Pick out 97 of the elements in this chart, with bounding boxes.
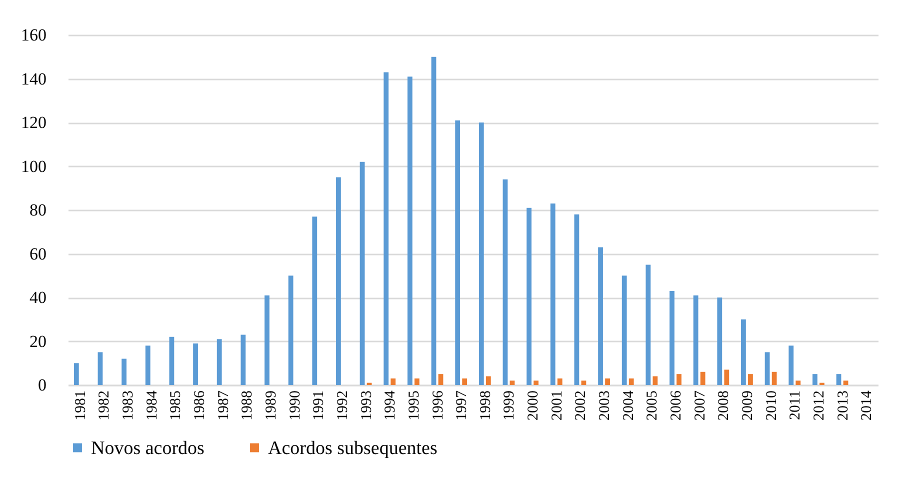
y-tick-label: 60	[30, 244, 46, 264]
bar	[581, 380, 586, 385]
x-tick-label: 2013	[835, 390, 852, 420]
x-tick-label: 1993	[358, 390, 375, 420]
x-tick-label: 2004	[620, 390, 637, 420]
x-tick-label: 1986	[192, 390, 208, 420]
x-tick-label: 1985	[168, 390, 184, 420]
x-tick-label: 1983	[120, 390, 137, 420]
bar	[748, 374, 753, 385]
bar	[169, 336, 174, 385]
bar	[336, 177, 341, 385]
bar	[526, 208, 532, 385]
x-tick-label: 1997	[454, 390, 470, 420]
bar	[652, 376, 658, 385]
bar	[550, 203, 556, 385]
bar	[788, 346, 794, 385]
bar	[510, 380, 515, 385]
x-tick-label: 1996	[430, 390, 446, 420]
legend-label: Acordos subsequentes	[268, 438, 438, 459]
y-tick-label: 160	[21, 26, 46, 44]
bar	[724, 370, 730, 385]
bar	[502, 179, 508, 385]
bar	[431, 56, 436, 385]
bar	[486, 376, 491, 385]
x-tick-label: 2012	[811, 390, 828, 420]
bar	[557, 378, 562, 385]
bar	[693, 295, 698, 385]
bar	[455, 120, 460, 385]
x-tick-label: 2003	[597, 390, 614, 420]
bar	[628, 378, 634, 385]
bar	[390, 378, 396, 385]
y-tick-label: 20	[30, 332, 46, 351]
bar	[534, 380, 539, 385]
bar	[288, 276, 294, 385]
bar	[796, 380, 801, 385]
bar	[605, 378, 610, 385]
bar	[646, 264, 651, 385]
bar	[240, 334, 246, 385]
y-tick-label: 100	[21, 156, 46, 176]
bar	[622, 276, 627, 385]
bar	[772, 372, 777, 385]
bar	[717, 298, 722, 385]
x-tick-label: 1981	[72, 390, 89, 420]
x-tick-label: 2000	[526, 390, 542, 420]
x-tick-label: 2002	[573, 390, 590, 420]
bar	[384, 72, 389, 385]
bar	[74, 363, 79, 385]
x-tick-label: 2007	[692, 390, 708, 420]
x-tick-label: 2001	[549, 390, 566, 420]
bar	[407, 76, 412, 385]
x-tick-label: 2010	[764, 390, 780, 420]
x-tick-label: 1998	[478, 390, 494, 420]
x-tick-label: 1991	[311, 390, 328, 420]
bar	[122, 358, 127, 385]
bar	[843, 380, 848, 385]
x-tick-label: 1992	[334, 390, 351, 420]
x-tick-label: 1988	[240, 390, 256, 420]
y-tick-label: 140	[21, 69, 46, 88]
bar	[812, 374, 818, 385]
x-tick-label: 2008	[716, 390, 732, 420]
x-tick-label: 1989	[264, 390, 280, 420]
y-tick-label: 80	[30, 200, 46, 220]
bar	[764, 352, 770, 385]
x-tick-label: 1995	[406, 390, 422, 420]
bar	[574, 214, 580, 385]
bar	[598, 247, 603, 385]
x-tick-label: 1982	[96, 390, 113, 420]
bar	[145, 346, 150, 385]
bar	[98, 352, 103, 385]
y-tick-label: 40	[30, 288, 46, 307]
x-tick-label: 1987	[216, 390, 232, 420]
bar	[193, 343, 198, 385]
bar	[462, 378, 468, 385]
x-tick-label: 2014	[859, 390, 876, 420]
x-tick-label: 2005	[644, 390, 661, 420]
legend-label: Novos acordos	[91, 438, 204, 459]
x-tick-label: 1994	[382, 390, 399, 420]
x-tick-label: 2009	[740, 390, 756, 420]
y-tick-label: 120	[21, 113, 46, 132]
bar	[264, 295, 270, 385]
x-tick-label: 2006	[668, 390, 684, 420]
bar	[414, 378, 420, 385]
x-tick-label: 1999	[502, 390, 518, 420]
bar	[700, 372, 706, 385]
bar	[312, 216, 318, 385]
bar	[216, 339, 222, 385]
bar	[360, 162, 365, 385]
bar	[438, 374, 444, 385]
bar	[676, 374, 682, 385]
x-tick-label: 1990	[287, 390, 304, 420]
bar	[741, 319, 746, 385]
bar	[478, 122, 484, 385]
bar	[670, 290, 674, 385]
y-tick-label: 0	[38, 376, 46, 394]
x-tick-label: 2011	[788, 390, 804, 420]
x-tick-label: 1984	[144, 390, 160, 420]
bar	[836, 374, 842, 385]
